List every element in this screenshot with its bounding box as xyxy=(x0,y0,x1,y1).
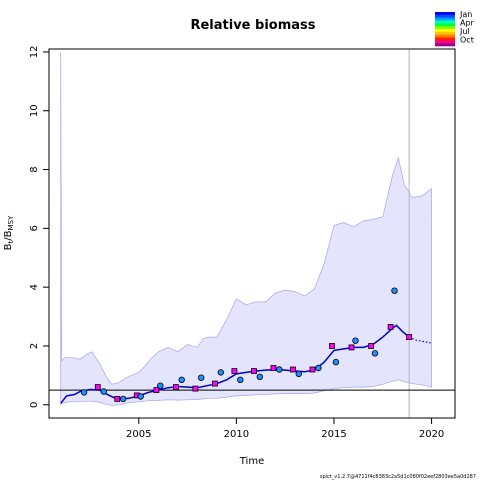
index-point-square xyxy=(231,368,238,374)
legend-swatch xyxy=(435,37,455,41)
legend-swatch xyxy=(435,31,455,35)
legend-label: Jul xyxy=(459,27,470,36)
index-point-square xyxy=(329,343,335,349)
estimate-line xyxy=(60,324,410,404)
index-point-square xyxy=(153,387,160,394)
index-point-circle xyxy=(100,388,107,395)
x-tick-label: 2020 xyxy=(419,429,444,440)
index-point-circle xyxy=(276,366,283,373)
x-tick-label: 2015 xyxy=(321,429,346,440)
index-point-square xyxy=(211,380,218,387)
plot-area xyxy=(49,49,455,418)
x-tick-label: 2010 xyxy=(224,429,249,440)
legend-label: Oct xyxy=(460,36,474,45)
x-tick-label: 2005 xyxy=(126,429,151,440)
y-tick-label: 8 xyxy=(29,166,40,172)
footer-version: spict_v1.2.7@4711f4c8383c2a5d1c080f02eef… xyxy=(320,474,476,480)
legend-swatch xyxy=(435,34,455,38)
legend-label: Jan xyxy=(459,10,472,19)
index-point-square xyxy=(251,368,257,374)
legend-label: Apr xyxy=(460,19,475,28)
index-point-circle xyxy=(178,376,185,383)
index-point-circle xyxy=(197,374,205,381)
y-label-mid: /B xyxy=(3,230,14,240)
index-point-circle xyxy=(315,364,322,372)
y-tick-label: 6 xyxy=(29,225,40,231)
legend-swatch xyxy=(435,23,455,27)
y-label-sub1: t xyxy=(7,240,15,243)
legend-swatch xyxy=(435,29,455,33)
index-point-circle xyxy=(371,350,379,357)
index-point-circle xyxy=(217,369,224,376)
legend-swatch xyxy=(435,12,455,16)
legend-swatch xyxy=(435,43,455,47)
legend-swatch xyxy=(435,26,455,30)
index-point-square xyxy=(270,365,277,371)
index-point-square xyxy=(94,384,101,391)
y-label-sub2: MSY xyxy=(7,215,15,230)
index-point-circle xyxy=(119,395,127,403)
index-point-square xyxy=(348,344,355,351)
index-point-circle xyxy=(391,287,398,294)
index-point-square xyxy=(387,323,394,330)
index-point-square xyxy=(309,366,316,373)
confidence-band xyxy=(60,51,432,406)
index-point-circle xyxy=(157,382,164,389)
index-point-square xyxy=(114,395,121,402)
y-axis-label: Bt/BMSY xyxy=(3,215,15,250)
legend-swatch xyxy=(435,17,455,21)
index-point-circle xyxy=(295,370,302,378)
legend-swatch xyxy=(435,40,455,44)
index-point-square xyxy=(368,343,375,349)
index-point-square xyxy=(290,366,296,373)
index-point-square xyxy=(172,384,179,391)
index-point-circle xyxy=(352,337,359,344)
index-point-square xyxy=(406,334,413,341)
index-point-circle xyxy=(256,373,263,380)
y-label-base: B xyxy=(3,243,14,250)
legend-swatch xyxy=(435,20,455,24)
y-tick-label: 2 xyxy=(29,343,40,349)
index-point-square xyxy=(192,385,199,392)
y-tick-label: 4 xyxy=(29,284,40,290)
forecast-line xyxy=(408,336,432,344)
x-axis-label: Time xyxy=(239,456,264,467)
index-point-circle xyxy=(80,389,88,396)
index-point-circle xyxy=(332,358,340,366)
plot-frame xyxy=(48,48,456,419)
chart-title: Relative biomass xyxy=(190,18,315,33)
index-point-circle xyxy=(237,376,244,383)
legend-swatch xyxy=(435,14,455,18)
y-tick-label: 10 xyxy=(29,104,40,117)
index-point-circle xyxy=(137,393,144,400)
y-tick-label: 0 xyxy=(29,402,40,408)
y-tick-label: 12 xyxy=(29,46,40,59)
